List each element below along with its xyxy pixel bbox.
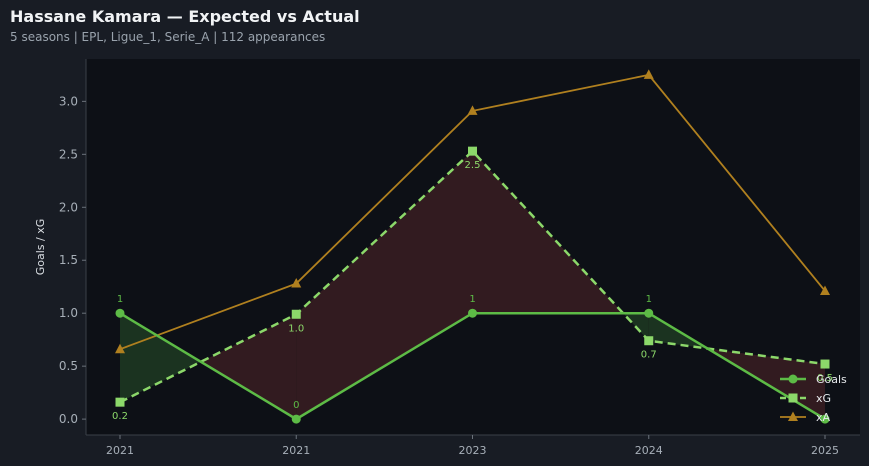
xg-point [115,397,125,407]
x-tick-label: 2024 [635,444,663,457]
goals-point [644,308,654,318]
y-axis-label: Goals / xG [34,219,47,276]
goals-data-label: 1 [469,294,475,305]
xa-point [467,105,478,115]
xa-point [115,343,125,354]
xg-data-label: 1.0 [288,323,304,334]
legend-xa-label: xA [816,411,831,424]
goals-data-label: 1 [117,294,123,305]
y-tick-label: 1.5 [59,253,78,267]
xa-point [643,69,654,79]
goals-point [820,414,830,424]
goals-point [291,414,301,424]
xg-point [291,309,301,319]
xa-point [820,285,830,295]
y-tick-label: 0.0 [59,412,78,426]
xa-point [291,278,302,288]
y-tick-label: 0.5 [59,359,78,373]
legend-xg-marker [788,393,798,403]
y-tick-label: 3.0 [59,94,78,108]
legend-goals-label: Goals [816,373,847,386]
overperformance-area [120,313,201,403]
x-tick-label: 2021 [106,444,134,457]
legend-xg-label: xG [816,392,831,405]
xg-data-label: 0.5 [817,373,833,384]
xg-data-label: 0.2 [112,411,128,422]
x-tick-label: 2025 [811,444,839,457]
xg-point [468,146,477,156]
xg-data-label: 0.7 [641,350,657,361]
chart-subtitle: 5 seasons | EPL, Ligue_1, Serie_A | 112 … [10,30,326,44]
xg-data-label: 2.5 [465,160,481,171]
y-tick-label: 2.0 [59,200,78,214]
legend-goals-marker [788,374,798,384]
x-tick-label: 2021 [282,444,310,457]
underperformance-area [200,314,297,420]
xg-point [644,336,654,346]
x-tick-label: 2023 [459,444,487,457]
goals-data-label: 1 [646,294,652,305]
underperformance-area [296,151,473,420]
y-tick-label: 1.0 [59,306,78,320]
goals-data-label: 0 [293,400,299,411]
xg-point [820,359,830,369]
goals-point [115,308,125,318]
legend-xa-marker [788,411,798,421]
goals-point [468,308,477,318]
chart-title: Hassane Kamara — Expected vs Actual [10,7,360,26]
y-tick-label: 2.5 [59,147,78,161]
